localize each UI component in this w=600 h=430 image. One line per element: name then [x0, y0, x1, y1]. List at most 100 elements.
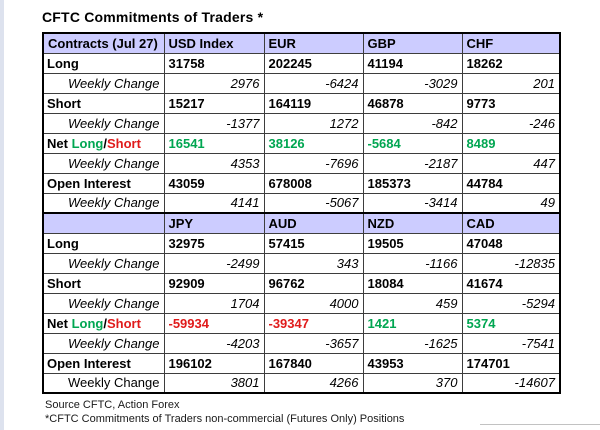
row-label: Weekly Change — [42, 372, 165, 394]
value-cell: 96762 — [263, 272, 364, 294]
value-cell: 447 — [461, 152, 561, 174]
value-cell: -2187 — [362, 152, 463, 174]
value-cell: -5684 — [362, 132, 463, 154]
value-cell: -4203 — [163, 332, 265, 354]
column-header: GBP — [362, 32, 463, 54]
value-cell: 46878 — [362, 92, 463, 114]
table-row: Long 31758 202245 41194 18262 — [42, 52, 561, 74]
value-cell: 201 — [461, 72, 561, 94]
table-row: Weekly Change 4353 -7696 -2187 447 — [42, 152, 561, 174]
table-row: Weekly Change 1704 4000 459 -5294 — [42, 292, 561, 314]
row-label: Weekly Change — [42, 112, 165, 134]
value-cell: -1377 — [163, 112, 265, 134]
row-label: Short — [42, 92, 165, 114]
value-cell: 678008 — [263, 172, 364, 194]
value-cell: 47048 — [461, 232, 561, 254]
page-title: CFTC Commitments of Traders * — [42, 9, 264, 25]
value-cell: 185373 — [362, 172, 463, 194]
value-cell: 19505 — [362, 232, 463, 254]
value-cell: -5294 — [461, 292, 561, 314]
value-cell: -7541 — [461, 332, 561, 354]
value-cell: -3414 — [362, 192, 463, 214]
column-header: JPY — [163, 212, 265, 234]
value-cell: -3029 — [362, 72, 463, 94]
value-cell: 3801 — [163, 372, 265, 394]
value-cell: -842 — [362, 112, 463, 134]
value-cell: -1625 — [362, 332, 463, 354]
row-label: Short — [42, 272, 165, 294]
column-header: CAD — [461, 212, 561, 234]
value-cell: 16541 — [163, 132, 265, 154]
table-row: Weekly Change -2499 343 -1166 -12835 — [42, 252, 561, 274]
table-row: Weekly Change -4203 -3657 -1625 -7541 — [42, 332, 561, 354]
row-label: Open Interest — [42, 172, 165, 194]
row-label: Open Interest — [42, 352, 165, 374]
row-label-part: / — [103, 315, 107, 331]
value-cell: 18262 — [461, 52, 561, 74]
page-edge-strip — [0, 0, 4, 430]
row-label-part: Long — [71, 135, 104, 151]
value-cell: 41674 — [461, 272, 561, 294]
value-cell: 167840 — [263, 352, 364, 374]
value-cell: 57415 — [263, 232, 364, 254]
value-cell: -3657 — [263, 332, 364, 354]
value-cell: 196102 — [163, 352, 265, 374]
value-cell: -7696 — [263, 152, 364, 174]
row-label: Weekly Change — [42, 252, 165, 274]
value-cell: 43059 — [163, 172, 265, 194]
row-label: Weekly Change — [42, 332, 165, 354]
column-header: CHF — [461, 32, 561, 54]
row-label: Long — [42, 232, 165, 254]
row-label: Net Long/Short — [42, 312, 165, 334]
row-label: Weekly Change — [42, 72, 165, 94]
row-label-part: Short — [106, 315, 141, 331]
table-row: Short 92909 96762 18084 41674 — [42, 272, 561, 294]
value-cell: 164119 — [263, 92, 364, 114]
value-cell: 49 — [461, 192, 561, 214]
value-cell: 41194 — [362, 52, 463, 74]
value-cell: -6424 — [263, 72, 364, 94]
row-label-part: Short — [106, 135, 141, 151]
table-row: Net Long/Short -59934 -39347 1421 5374 — [42, 312, 561, 334]
row-label-part: Long — [71, 315, 104, 331]
table-row: Open Interest 43059 678008 185373 44784 — [42, 172, 561, 194]
table-row: Long 32975 57415 19505 47048 — [42, 232, 561, 254]
column-header — [42, 212, 165, 234]
value-cell: -39347 — [263, 312, 364, 334]
source-note: Source CFTC, Action Forex — [45, 399, 180, 411]
header-row: JPY AUD NZD CAD — [42, 212, 561, 234]
value-cell: 5374 — [461, 312, 561, 334]
column-header: AUD — [263, 212, 364, 234]
row-label-part: / — [103, 135, 107, 151]
row-label-part: Net — [47, 135, 72, 151]
value-cell: 2976 — [163, 72, 265, 94]
value-cell: 202245 — [263, 52, 364, 74]
row-label-part: Net — [47, 315, 72, 331]
value-cell: 4141 — [163, 192, 265, 214]
value-cell: 4000 — [263, 292, 364, 314]
column-header: USD Index — [163, 32, 265, 54]
divider-line — [480, 424, 600, 425]
value-cell: -12835 — [461, 252, 561, 274]
footnote: *CFTC Commitments of Traders non-commerc… — [45, 413, 405, 425]
cot-table: Contracts (Jul 27) USD Index EUR GBP CHF Long… — [42, 32, 561, 394]
value-cell: -2499 — [163, 252, 265, 274]
table-row: Net Long/Short 16541 38126 -5684 8489 — [42, 132, 561, 154]
row-label: Net Long/Short — [42, 132, 165, 154]
value-cell: -59934 — [163, 312, 265, 334]
row-label: Weekly Change — [42, 292, 165, 314]
value-cell: 370 — [362, 372, 463, 394]
value-cell: 1272 — [263, 112, 364, 134]
value-cell: 459 — [362, 292, 463, 314]
value-cell: 38126 — [263, 132, 364, 154]
value-cell: 32975 — [163, 232, 265, 254]
value-cell: 43953 — [362, 352, 463, 374]
value-cell: 8489 — [461, 132, 561, 154]
column-header: EUR — [263, 32, 364, 54]
value-cell: 9773 — [461, 92, 561, 114]
value-cell: 92909 — [163, 272, 265, 294]
footer: Source CFTC, Action Forex *CFTC Commitme… — [45, 398, 404, 426]
table-row: Weekly Change -1377 1272 -842 -246 — [42, 112, 561, 134]
row-label: Weekly Change — [42, 152, 165, 174]
